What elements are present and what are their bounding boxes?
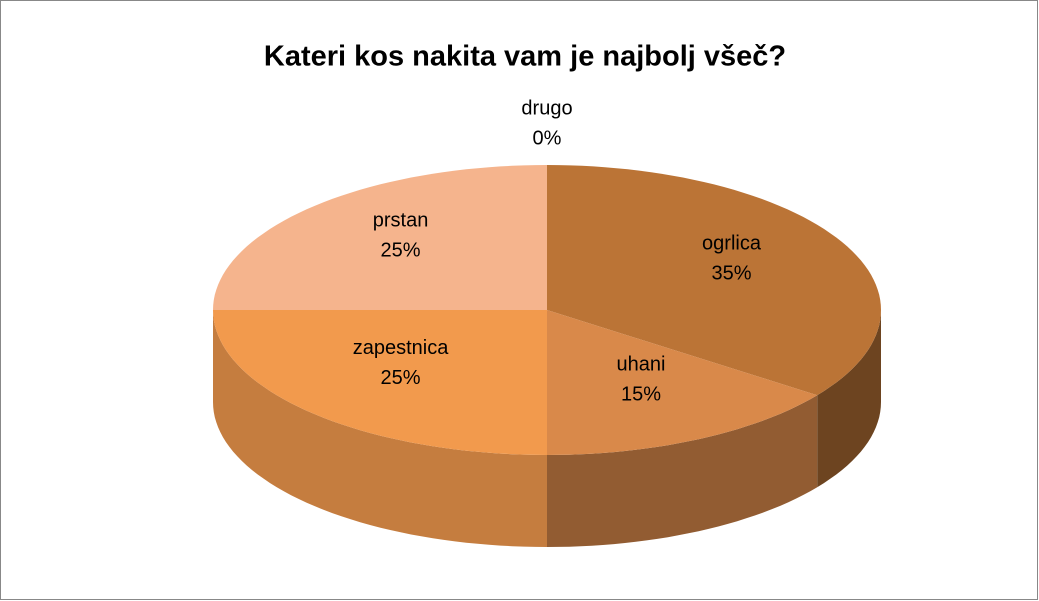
slice	[547, 310, 818, 455]
slice-value-label: 0%	[533, 128, 562, 150]
slice	[213, 165, 547, 310]
slice-category: ogrlica	[702, 232, 762, 254]
slice-side	[213, 310, 547, 547]
slice-value-label: 25%	[381, 367, 421, 389]
slice-value-label: 35%	[711, 262, 751, 284]
slice-category: prstan	[373, 210, 429, 232]
slice-value-label: 25%	[381, 240, 421, 262]
slice	[213, 310, 547, 455]
slice-side	[817, 310, 881, 488]
slice-side	[547, 395, 818, 547]
slice-category: zapestnica	[353, 337, 449, 359]
slice-category: drugo	[521, 98, 572, 120]
slice	[547, 165, 881, 396]
chart-title: Kateri kos nakita vam je najbolj všeč?	[264, 41, 786, 73]
slice-value-label: 15%	[621, 383, 661, 405]
slice-category: uhani	[617, 353, 666, 375]
